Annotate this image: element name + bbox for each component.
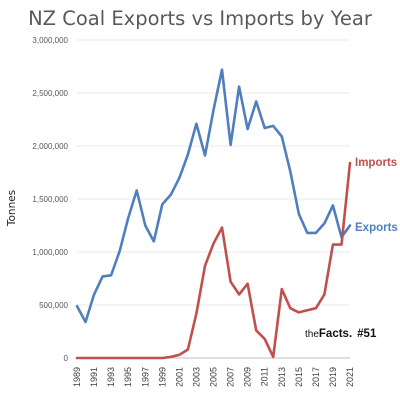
series-label-imports: Imports — [355, 157, 397, 169]
x-tick-label: 2013 — [277, 367, 287, 387]
svg-text:theFacts.#51: theFacts. #51 — [305, 328, 377, 340]
y-tick-label: 1,500,000 — [32, 195, 68, 204]
x-tick-label: 2017 — [311, 367, 321, 387]
x-tick-label: 2015 — [294, 367, 304, 387]
brand-issue: #51 — [357, 328, 377, 340]
x-tick-label: 2005 — [209, 367, 219, 387]
x-tick-label: 2021 — [345, 367, 355, 387]
gridlines — [77, 39, 350, 306]
chart-title: NZ Coal Exports vs Imports by Year — [28, 7, 373, 30]
x-tick-label: 2019 — [328, 367, 338, 387]
y-tick-label: 0 — [64, 354, 69, 363]
y-tick-label: 2,000,000 — [32, 142, 68, 151]
x-tick-label: 2001 — [174, 367, 184, 387]
x-tick-label: 1993 — [106, 367, 116, 387]
x-axis-ticks: 1989 1991 1993 1995 1997 1999 2001 2003 2005 2007… — [72, 367, 355, 387]
y-tick-label: 1,000,000 — [32, 248, 68, 257]
brand-logo: theFacts. #51 — [305, 328, 377, 340]
series-lines — [75, 68, 352, 360]
y-tick-label: 3,000,000 — [32, 36, 68, 45]
brand-name: Facts. — [319, 328, 352, 340]
x-tick-label: 1991 — [89, 367, 99, 387]
series-line-exports — [75, 68, 352, 324]
x-tick-label: 2003 — [191, 367, 201, 387]
x-tick-label: 2009 — [243, 367, 253, 387]
y-tick-label: 500,000 — [39, 301, 68, 310]
y-axis-label: Tonnes — [6, 190, 18, 227]
brand-prefix: the — [305, 329, 319, 340]
x-tick-label: 2007 — [226, 367, 236, 387]
series-label-exports: Exports — [355, 222, 398, 234]
x-tick-label: 1997 — [140, 367, 150, 387]
x-tick-label: 1995 — [123, 367, 133, 387]
y-axis-ticks: 0 500,000 1,000,000 1,500,000 2,000,000 2,500… — [32, 36, 68, 363]
x-tick-label: 1999 — [157, 367, 167, 387]
x-tick-label: 1989 — [72, 367, 82, 387]
series-line-imports — [75, 161, 352, 360]
y-tick-label: 2,500,000 — [32, 89, 68, 98]
x-tick-label: 2011 — [260, 367, 270, 386]
